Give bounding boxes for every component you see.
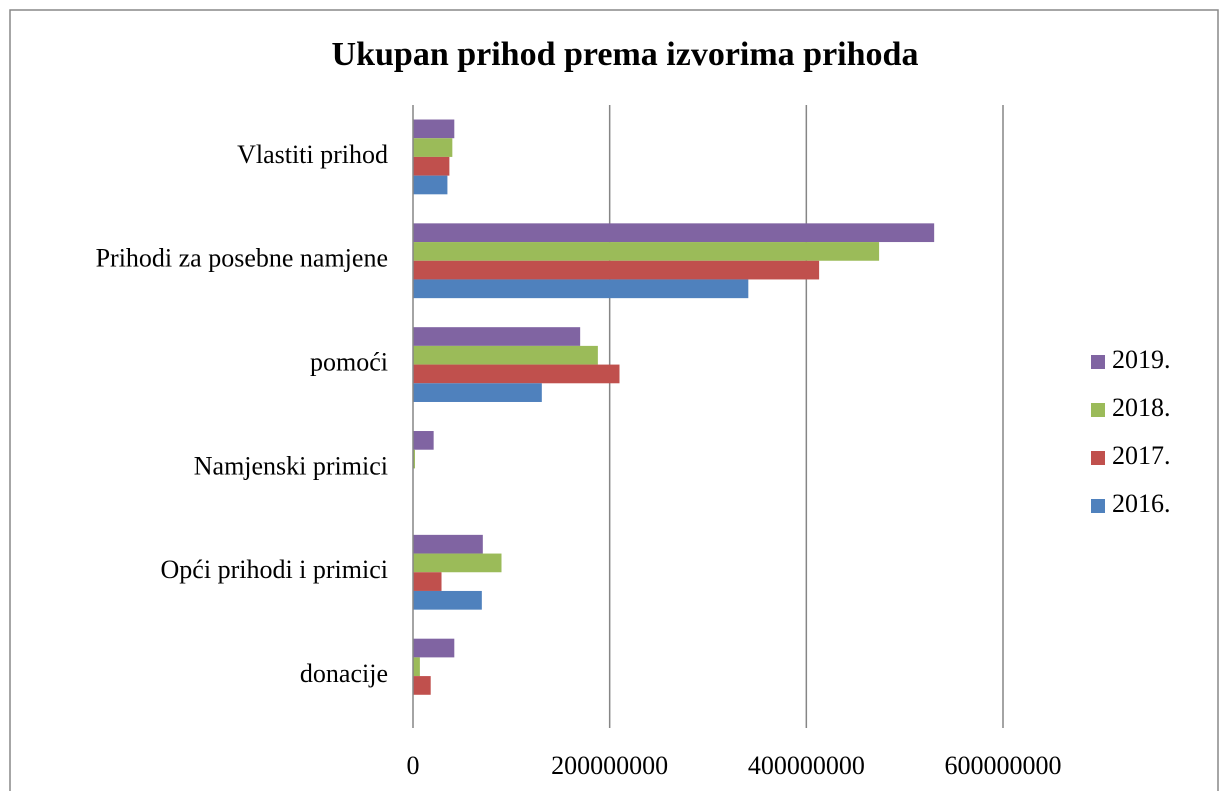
bar	[413, 383, 542, 402]
bar	[413, 638, 455, 658]
legend-label: 2017.	[1112, 441, 1171, 470]
bar	[413, 242, 880, 261]
chart-border	[9, 9, 1219, 791]
legend-swatch	[1091, 451, 1105, 465]
bar	[413, 138, 453, 157]
legend-label: 2019.	[1112, 345, 1171, 374]
bar	[413, 431, 434, 450]
legend-label: 2016.	[1112, 489, 1171, 518]
bar	[413, 590, 482, 610]
bar	[413, 345, 598, 365]
bar	[413, 327, 581, 346]
y-tick-label: Opći prihodi i primici	[161, 555, 388, 584]
y-tick-label: Namjenski primici	[194, 451, 388, 480]
bar	[413, 572, 442, 591]
y-tick-label: donacije	[300, 659, 388, 688]
bar	[413, 676, 431, 695]
y-tick-label: Prihodi za posebne namjene	[96, 244, 388, 273]
bar	[413, 156, 450, 176]
bar	[413, 260, 820, 280]
bar	[413, 223, 935, 243]
y-tick-label: pomoći	[310, 348, 388, 377]
chart-title: Ukupan prihod prema izvorima prihoda	[332, 36, 919, 73]
bar	[413, 175, 448, 195]
x-tick-label: 0	[407, 751, 420, 780]
bar	[413, 534, 483, 554]
legend-swatch	[1091, 355, 1105, 369]
bar	[413, 553, 502, 573]
bar	[413, 449, 415, 469]
bar	[413, 279, 749, 299]
legend-swatch	[1091, 403, 1105, 417]
bar	[413, 657, 420, 677]
x-tick-label: 200000000	[551, 751, 668, 780]
bar	[413, 364, 620, 384]
y-tick-label: Vlastiti prihod	[237, 140, 388, 169]
x-tick-label: 600000000	[945, 751, 1062, 780]
x-tick-label: 400000000	[748, 751, 865, 780]
legend-swatch	[1091, 499, 1105, 513]
legend-label: 2018.	[1112, 393, 1171, 422]
bar	[413, 119, 455, 139]
